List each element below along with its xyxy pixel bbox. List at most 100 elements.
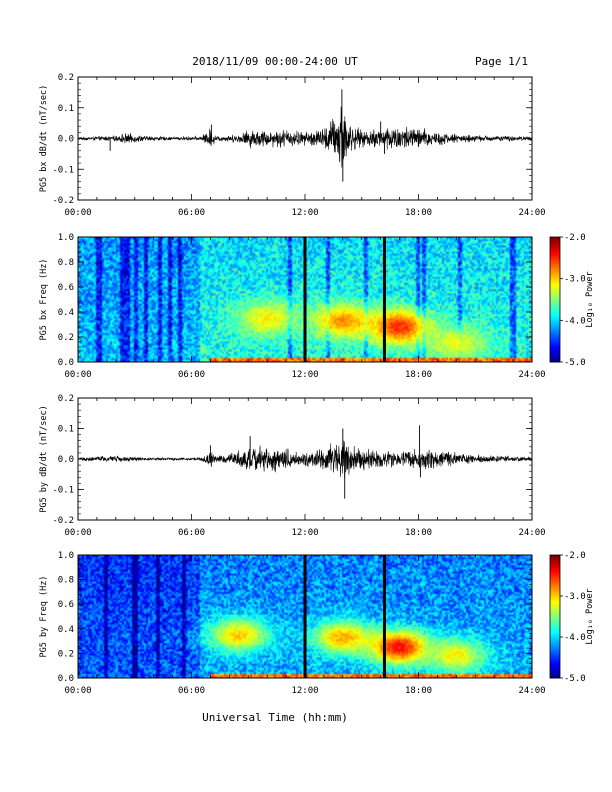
x-tick-label: 24:00 [518, 686, 545, 696]
x-tick-label: 06:00 [178, 686, 205, 696]
waveform-trace [77, 440, 533, 479]
colorbar-segment [550, 669, 560, 673]
colorbar-segment [550, 264, 560, 267]
colorbar-segment [550, 337, 560, 340]
colorbar-segment [550, 330, 560, 334]
colorbar-segment [550, 351, 560, 355]
x-axis-title: Universal Time (hh:mm) [202, 711, 348, 724]
waveform-trace [77, 106, 533, 168]
colorbar-segment [550, 249, 560, 253]
y-tick-label: 1.0 [58, 551, 74, 561]
colorbar-segment [550, 347, 560, 350]
colorbar-segment [550, 579, 560, 583]
y-tick-label: 0.6 [58, 283, 74, 293]
y-tick-label: 0.0 [58, 135, 74, 145]
colorbar-segment [550, 643, 560, 646]
colorbar-segment [550, 257, 560, 261]
y-tick-label: 0.0 [58, 674, 74, 684]
by-waveform-panel: 00:00 06:00 12:00 18:00 24:00 0.2 0.1 0.0 -0.1 -0… [39, 394, 546, 538]
y-tick-label: 0.0 [58, 455, 74, 465]
colorbar-frame [549, 236, 561, 363]
panels-group: 00:00 06:00 12:00 18:00 24:00 0.2 0.1 0.0 -0.1 -0… [39, 73, 595, 696]
colorbar-segment [550, 266, 560, 269]
y-tick-label: 0.4 [58, 625, 74, 635]
y-tick-label: -0.2 [52, 196, 74, 206]
data-gap-bar [382, 555, 386, 678]
x-tick-label: 12:00 [291, 528, 318, 538]
colorbar-segment [550, 343, 560, 346]
colorbar-segment [550, 251, 560, 255]
y-axis-label: PG5 by Freq (Hz) [39, 576, 49, 658]
colorbar-segment [550, 316, 560, 319]
colorbar-segment [550, 641, 560, 644]
colorbar-segment [550, 357, 560, 361]
y-axis-label: PG5 bx Freq (Hz) [39, 259, 49, 341]
y-tick-label: 0.2 [58, 73, 74, 83]
colorbar-segment [550, 268, 560, 271]
colorbar-label: Log₁₀ Power [585, 588, 595, 644]
colorbar-segment [550, 247, 560, 250]
data-gap-bar [303, 555, 307, 678]
x-tick-label: 18:00 [405, 686, 432, 696]
colorbar-segment [550, 577, 560, 581]
colorbar-segment [550, 610, 560, 613]
data-gap-bar [382, 237, 386, 362]
colorbar-segment [550, 326, 560, 330]
colorbar-segment [550, 651, 560, 654]
colorbar-segment [550, 585, 560, 589]
colorbar-segment [550, 270, 560, 273]
y-tick-label: 0.8 [58, 576, 74, 586]
y-tick-label: 0.2 [58, 333, 74, 343]
colorbar-segment [550, 272, 560, 275]
colorbar-segment [550, 278, 560, 282]
colorbar-segment [550, 555, 560, 558]
colorbar-segment [550, 289, 560, 292]
colorbar-segment [550, 649, 560, 652]
colorbar-segment [550, 667, 560, 671]
x-tick-label: 18:00 [405, 208, 432, 218]
colorbar-segment [550, 297, 560, 300]
colorbar-tick-label: -2.0 [564, 551, 586, 561]
colorbar-segment [550, 295, 560, 298]
x-tick-label: 00:00 [64, 208, 91, 218]
bx-spectrogram-panel: 00:00 06:00 12:00 18:00 24:00 1.0 0.8 0.6 0.4 0.2… [39, 233, 595, 380]
colorbar-segment [550, 355, 560, 359]
colorbar: -2.0 -3.0 -4.0 -5.0 Log₁₀ Power [549, 233, 595, 368]
colorbar-segment [550, 334, 560, 338]
colorbar-segment [550, 557, 560, 560]
colorbar-segment [550, 565, 560, 568]
x-tick-label: 12:00 [291, 686, 318, 696]
x-tick-label: 06:00 [178, 528, 205, 538]
colorbar-segment [550, 328, 560, 332]
colorbar-segment [550, 583, 560, 587]
y-tick-label: 0.1 [58, 425, 74, 435]
x-tick-label: 18:00 [405, 528, 432, 538]
colorbar-segment [550, 320, 560, 323]
y-tick-label: -0.1 [52, 165, 74, 175]
x-tick-label: 24:00 [518, 528, 545, 538]
colorbar-segment [550, 575, 560, 579]
colorbar-segment [550, 567, 560, 570]
colorbar-segment [550, 598, 560, 601]
colorbar-segment [550, 243, 560, 246]
colorbar-segment [550, 645, 560, 648]
data-gap-bar [303, 237, 307, 362]
y-tick-label: 1.0 [58, 233, 74, 243]
colorbar-segment [550, 332, 560, 336]
x-tick-label: 00:00 [64, 370, 91, 380]
colorbar-segment [550, 612, 560, 615]
colorbar-segment [550, 345, 560, 348]
x-tick-label: 06:00 [178, 370, 205, 380]
colorbar-segment [550, 661, 560, 665]
page-title: 2018/11/09 00:00-24:00 UT [192, 55, 358, 68]
colorbar-segment [550, 239, 560, 242]
colorbar-segment [550, 573, 560, 576]
colorbar-tick-label: -4.0 [564, 316, 586, 326]
x-tick-label: 00:00 [64, 686, 91, 696]
colorbar-segment [550, 626, 560, 630]
colorbar-segment [550, 663, 560, 667]
colorbar-segment [550, 647, 560, 650]
colorbar-segment [550, 349, 560, 353]
colorbar-segment [550, 563, 560, 566]
